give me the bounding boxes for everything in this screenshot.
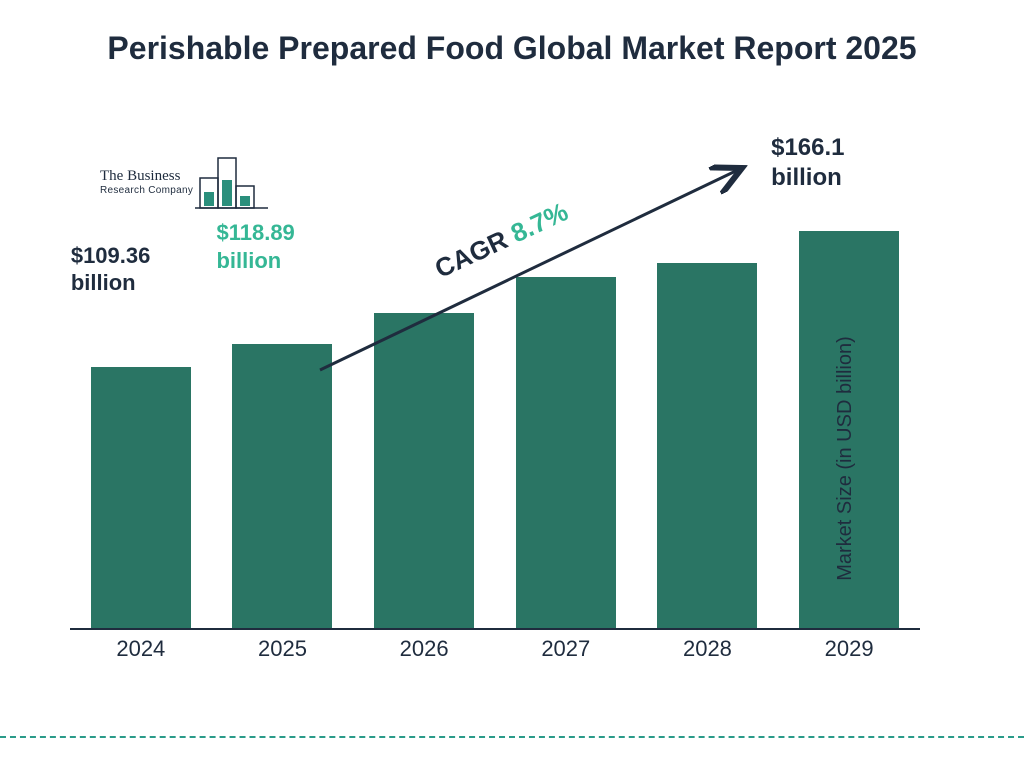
bar-value-label: $118.89 billion [216, 219, 356, 274]
bar [232, 344, 332, 628]
bar-category: 2024 [81, 636, 201, 662]
bar-category: 2025 [222, 636, 342, 662]
bar [657, 263, 757, 629]
bar-category: 2028 [647, 636, 767, 662]
footer-dashed-line [0, 736, 1024, 738]
bar-slot: 2027 [506, 277, 626, 628]
bar-slot: 2025$118.89 billion [222, 344, 342, 628]
y-axis-label: Market Size (in USD billion) [834, 336, 857, 581]
bar-slot: 2028 [647, 263, 767, 629]
bar-category: 2029 [789, 636, 909, 662]
bar [516, 277, 616, 628]
chart-title: Perishable Prepared Food Global Market R… [0, 0, 1024, 68]
bar-category: 2026 [364, 636, 484, 662]
bar [91, 367, 191, 628]
bar-value-label: $109.36 billion [71, 242, 211, 297]
bar-value-label: $166.1 billion [771, 133, 911, 193]
bars-container: 2024$109.36 billion2025$118.89 billion20… [70, 198, 920, 628]
bar-category: 2027 [506, 636, 626, 662]
bar-slot: 2026 [364, 313, 484, 628]
bar-slot: 2024$109.36 billion [81, 367, 201, 628]
x-axis [70, 628, 920, 630]
bar [374, 313, 474, 628]
